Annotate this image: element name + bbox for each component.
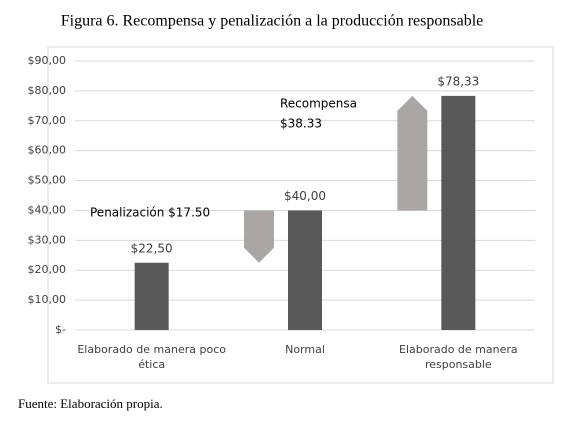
x-tick-label: Elaborado de manera responsable bbox=[399, 343, 518, 371]
bar bbox=[441, 95, 476, 330]
value-label: $78,33 bbox=[437, 74, 479, 88]
y-tick-label: $20,00 bbox=[28, 263, 67, 276]
annotation: Recompensa bbox=[280, 97, 357, 111]
y-tick-label: $80,00 bbox=[28, 84, 67, 97]
bar bbox=[134, 262, 169, 330]
y-tick-label: $- bbox=[55, 323, 66, 336]
bar bbox=[288, 210, 322, 330]
value-label: $22,50 bbox=[131, 241, 173, 255]
annotation: $38.33 bbox=[280, 117, 322, 131]
y-tick-label: $70,00 bbox=[28, 114, 67, 127]
source-note: Fuente: Elaboración propia. bbox=[18, 396, 163, 411]
y-tick-label: $30,00 bbox=[28, 233, 67, 246]
y-tick-label: $90,00 bbox=[28, 54, 67, 67]
arrow bbox=[244, 210, 274, 263]
y-tick-label: $40,00 bbox=[28, 203, 67, 216]
arrow bbox=[397, 95, 428, 211]
y-tick-label: $10,00 bbox=[28, 293, 67, 306]
annotation: Penalización $17.50 bbox=[90, 206, 210, 220]
y-tick-label: $60,00 bbox=[28, 144, 67, 157]
chart-title: Figura 6. Recompensa y penalización a la… bbox=[61, 13, 484, 30]
y-tick-label: $50,00 bbox=[28, 174, 67, 187]
x-tick-label: Elaborado de manera poco ética bbox=[77, 343, 226, 371]
chart-border bbox=[47, 46, 554, 384]
value-label: $40,00 bbox=[284, 189, 326, 203]
x-tick-label: Normal bbox=[285, 343, 325, 356]
